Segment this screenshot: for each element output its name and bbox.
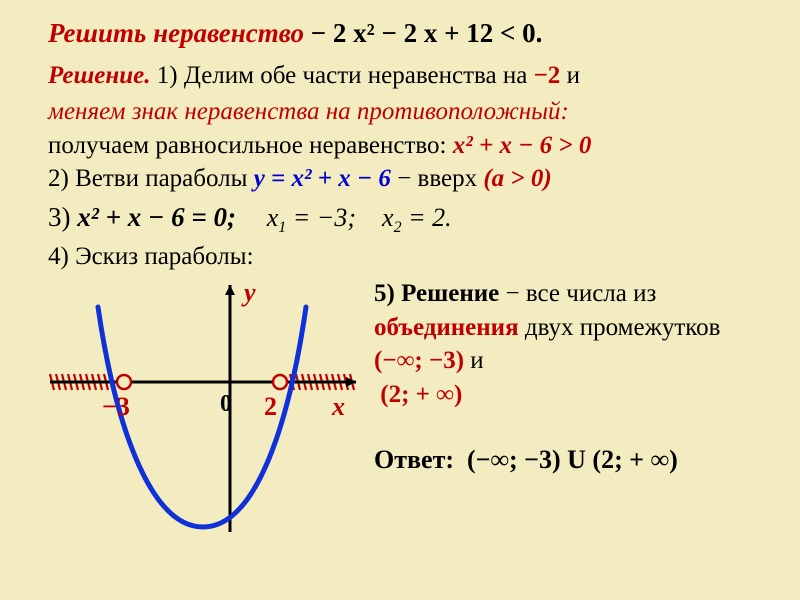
svg-text:2: 2 — [264, 392, 277, 421]
step5-int2: (2; + ∞) — [380, 381, 462, 408]
step1-line1: Решение. 1) Делим обе части неравенства … — [48, 59, 764, 93]
step5-text1: все числа из — [526, 280, 657, 307]
solution-label: Решение. — [48, 62, 151, 89]
graph-svg: у х 0 −3 2 — [48, 277, 358, 537]
step1-ineq: х² + х − 6 > 0 — [453, 132, 592, 159]
svg-text:−3: −3 — [102, 392, 130, 421]
parabola-sketch: у х 0 −3 2 — [48, 277, 358, 537]
title-expression: − 2 х² − 2 х + 12 < 0. — [311, 18, 543, 48]
step2-num: 2) — [48, 165, 75, 192]
step2-text2: − вверх — [391, 165, 483, 192]
svg-text:х: х — [331, 392, 345, 421]
answer-value: (−∞; −3) U (2; + ∞) — [467, 445, 678, 474]
step1-num: 1) — [157, 62, 184, 89]
step5-block: 5) Решение − все числа из объединения дв… — [358, 277, 764, 537]
answer-label: Ответ: — [374, 445, 454, 474]
step2-text1: Ветви параболы — [75, 165, 254, 192]
step1-line3a: получаем равносильное неравенство: — [48, 132, 453, 159]
step1-line3: получаем равносильное неравенство: х² + … — [48, 129, 764, 163]
step5-int1: (−∞; −3) — [374, 347, 464, 374]
step2-cond: (а > 0) — [483, 165, 551, 192]
root2-x: x — [382, 203, 394, 232]
step1-line2: меняем знак неравенства на противоположн… — [48, 95, 764, 129]
step3-eq: х² + х − 6 = 0; — [77, 202, 236, 232]
slide-title: Решить неравенство − 2 х² − 2 х + 12 < 0… — [48, 18, 764, 49]
step4-text: Эскиз параболы: — [75, 243, 253, 270]
root2-val: = 2. — [402, 203, 452, 232]
step5-text2: двух промежутков — [519, 314, 721, 341]
step4-line: 4) Эскиз параболы: — [48, 243, 764, 271]
step3-roots: x1 = −3; x2 = 2. — [267, 203, 452, 237]
step2-formula: у = х² + х − 6 — [254, 165, 391, 192]
step1-divisor: −2 — [534, 62, 561, 89]
root1-val: = −3; — [286, 203, 356, 232]
step3-line: 3) х² + х − 6 = 0; x1 = −3; x2 = 2. — [48, 202, 764, 237]
step1-text1: Делим обе части неравенства на — [184, 62, 534, 89]
step2-line: 2) Ветви параболы у = х² + х − 6 − вверх… — [48, 162, 764, 196]
step4-num: 4) — [48, 243, 75, 270]
title-prefix: Решить неравенство — [48, 18, 311, 48]
root1-x: x — [267, 203, 279, 232]
step1-text2: и — [560, 62, 580, 89]
step3-num: 3) — [48, 202, 77, 232]
answer-line: Ответ: (−∞; −3) U (2; + ∞) — [374, 442, 764, 477]
step5-dash: − — [505, 280, 525, 307]
svg-text:у: у — [241, 278, 256, 307]
svg-text:0: 0 — [220, 391, 232, 417]
step5-lead: 5) Решение — [374, 280, 505, 307]
step5-union: объединения — [374, 314, 519, 341]
step5-and: и — [464, 347, 484, 374]
root2-sub: 2 — [394, 219, 402, 236]
